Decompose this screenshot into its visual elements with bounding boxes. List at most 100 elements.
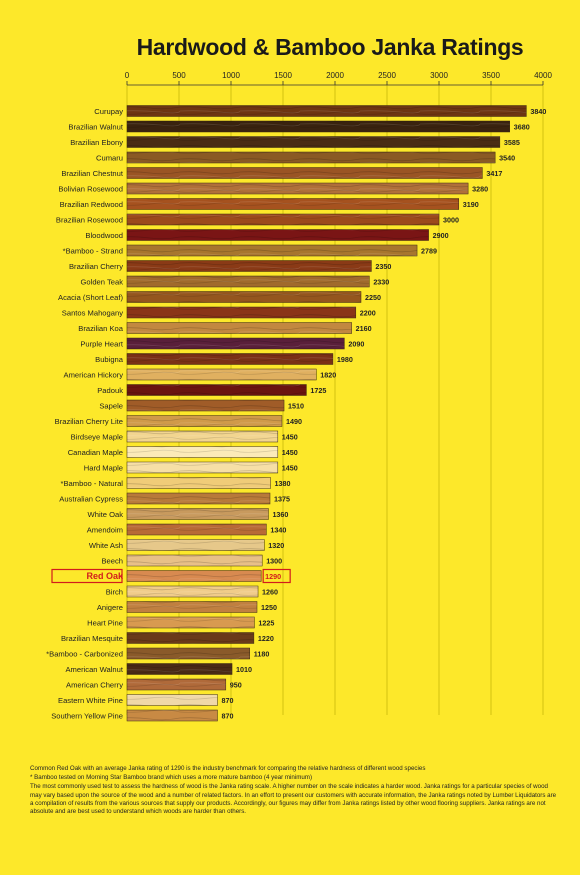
x-tick-label: 1000 [222,71,240,80]
value-label: 950 [230,681,242,690]
bar-grain [127,663,233,675]
bamboo-note: * Bamboo tested on Morning Star Bamboo b… [30,774,313,782]
value-label: 3417 [486,169,502,178]
category-label: Bubigna [95,355,124,364]
category-label: Hard Maple [84,464,123,473]
bar-grain [127,415,282,427]
category-label: *Bamboo - Natural [61,479,124,488]
bar-grain [127,276,370,287]
value-label: 1490 [286,417,302,426]
bar-grain [127,291,361,303]
bar-grain [127,183,469,194]
category-label: Bloodwood [85,231,123,240]
x-tick-label: 0 [125,71,130,80]
value-label: 2200 [360,309,376,318]
bar-grain [127,245,418,256]
highlight-value-box [262,568,291,584]
bars: Curupay 3840 Brazilian Walnut 3680 Brazilian… [46,105,546,722]
value-label: 1360 [272,510,288,519]
bar-grain [127,322,352,334]
bar-grain [127,384,307,396]
category-label: Padouk [97,386,123,395]
category-label: Brazilian Cherry Lite [55,417,123,426]
bar-grain [127,446,278,458]
x-tick-label: 500 [172,71,186,80]
footnotes: Common Red Oak with an average Janka rat… [30,765,560,820]
category-label: Brazilian Koa [78,324,124,333]
bar-grain [127,400,285,411]
x-tick-label: 3500 [482,71,500,80]
bar-grain [127,694,218,706]
value-label: 1510 [288,402,304,411]
category-label: Amendoim [87,526,123,535]
category-label: Beech [101,557,123,566]
value-label: 1340 [270,526,286,535]
value-label: 1450 [282,464,298,473]
bar-grain [127,648,250,659]
category-label: Brazilian Walnut [68,123,123,132]
bar-grain [127,586,259,597]
bar-grain [127,539,265,551]
bar-grain [127,121,510,132]
value-label: 1225 [258,619,274,628]
category-label: Brazilian Cherry [69,262,123,271]
value-label: 870 [221,696,233,705]
value-label: 1010 [236,665,252,674]
bar-grain [127,152,496,163]
value-label: 3540 [499,154,515,163]
bar-grain [127,431,278,442]
category-label: Cumaru [96,154,123,163]
value-label: 2090 [348,340,364,349]
value-label: 1250 [261,603,277,612]
x-axis-ticks: 0 500 1000 1500 2000 2500 3000 3500 4000 [125,71,552,86]
category-label: Canadian Maple [68,448,123,457]
x-tick-label: 2500 [378,71,396,80]
bar-grain [127,555,263,566]
x-tick-label: 2000 [326,71,344,80]
value-label: 1450 [282,448,298,457]
category-label: American Walnut [65,665,123,674]
category-label: Brazilian Redwood [60,200,123,209]
bar-chart: 0 500 1000 1500 2000 2500 3000 3500 4000 Curupay… [46,71,552,722]
value-label: 1380 [275,479,291,488]
bar-grain [127,617,255,628]
bar-grain [127,570,262,582]
category-label: Brazilian Chestnut [61,169,124,178]
benchmark-note: Common Red Oak with an average Janka rat… [30,765,426,772]
category-label: Australian Cypress [59,495,123,504]
category-label: Birch [106,588,123,597]
bar-grain [127,167,483,179]
value-label: 1300 [266,557,282,566]
bar-grain [127,710,218,721]
value-label: 1725 [310,386,326,395]
x-tick-label: 4000 [534,71,552,80]
bar-grain [127,214,439,225]
bar-grain [127,260,372,272]
category-label: Brazilian Ebony [70,138,123,147]
category-label: Brazilian Mesquite [61,634,123,643]
value-label: 870 [221,712,233,721]
value-label: 2350 [375,262,391,271]
value-label: 2160 [356,324,372,333]
bar-grain [127,477,271,489]
bar-grain [127,136,500,148]
bar-grain [127,524,267,535]
category-label: Anigere [97,603,123,612]
category-label: Santos Mahogany [62,309,123,318]
category-label: Bolivian Rosewood [58,185,123,194]
value-label: 1180 [254,650,270,659]
bar-grain [127,338,345,349]
category-label: Curupay [94,107,123,116]
category-label: Golden Teak [81,278,124,287]
category-label: American Cherry [66,681,123,690]
chart-title: Hardwood & Bamboo Janka Ratings [136,34,524,60]
category-label: Sapele [99,402,123,411]
value-label: 1980 [337,355,353,364]
category-label: *Bamboo - Strand [63,247,123,256]
value-label: 1290 [265,572,281,581]
category-label: Brazilian Rosewood [56,216,123,225]
value-label: 3585 [504,138,520,147]
category-label: Acacia (Short Leaf) [58,293,123,302]
category-label: Birdseye Maple [71,433,123,442]
x-tick-label: 3000 [430,71,448,80]
